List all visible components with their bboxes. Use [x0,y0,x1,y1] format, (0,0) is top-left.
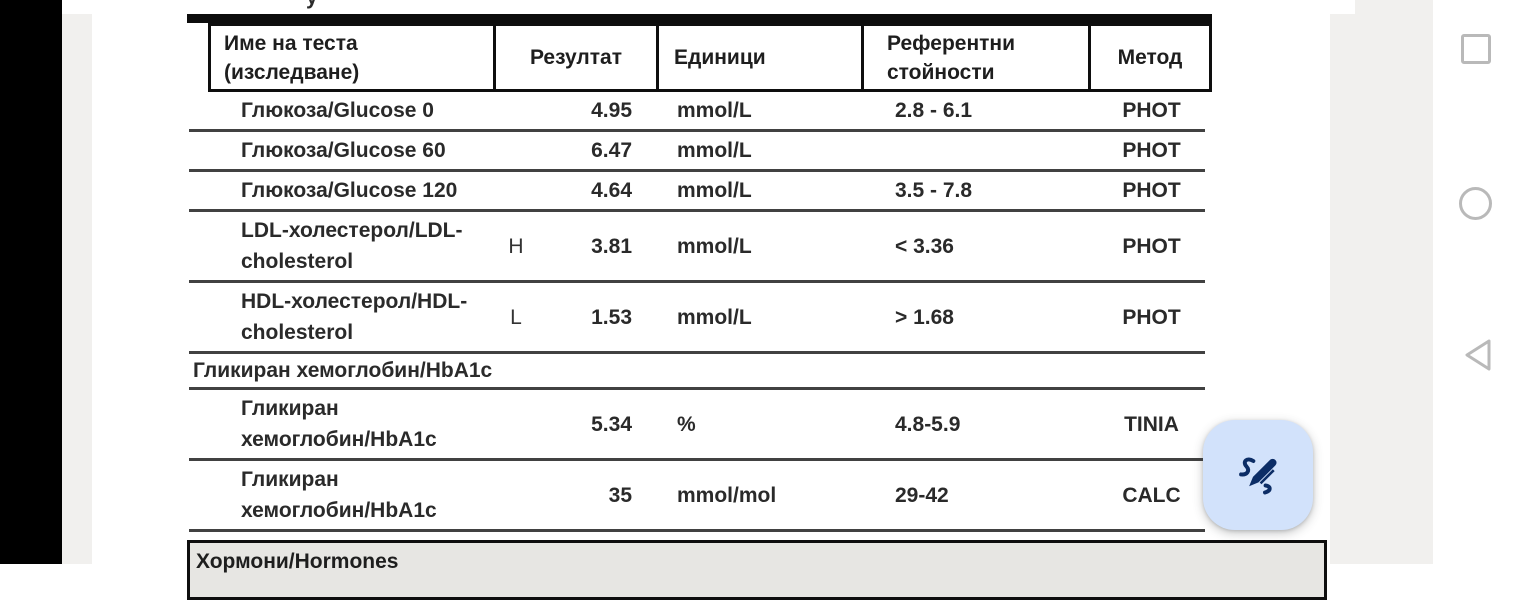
cell-result-value: 6.47 [591,139,632,162]
cell-method: CALC [1122,483,1181,507]
cell-result-flag: L [510,305,522,329]
table-row: Глюкоза/Glucose 0 4.95 mmol/L 2.8 - 6.1 … [189,92,1205,132]
top-toolbar-sliver: у [62,0,1355,14]
cell-units: % [677,412,696,436]
cell-test-name: Гликиран хемоглобин/HbA1c [241,397,437,451]
android-nav-bar [1433,0,1520,564]
next-section-box: Хормони/Hormones [187,540,1327,600]
cell-test-name: Глюкоза/Glucose 60 [241,139,446,162]
cell-result-value: 35 [608,483,632,507]
cell-reference-range: 3.5 - 7.8 [895,179,973,202]
cell-units: mmol/L [677,139,752,162]
clipped-section-text: у [306,0,318,10]
table-row: Глюкоза/Glucose 60 6.47 mmol/L PHOT [189,132,1205,172]
table-row: HDL-холестерол/HDL-cholesterol L 1.53 mm… [189,283,1205,354]
column-header-result: Резултат [493,26,656,89]
cell-result-value: 5.34 [591,412,632,436]
cell-method: PHOT [1122,179,1181,202]
cell-units: mmol/L [677,179,752,202]
cell-method: PHOT [1122,139,1181,162]
cell-reference-range: 29-42 [895,483,949,507]
recents-square-icon[interactable] [1461,34,1491,64]
cell-test-name: LDL-холестерол/LDL-cholesterol [241,219,463,273]
clipped-section-bottom-border [187,13,1212,23]
lab-table-body: Глюкоза/Glucose 0 4.95 mmol/L 2.8 - 6.1 … [189,92,1205,532]
home-circle-icon[interactable] [1459,187,1492,220]
cell-result-value: 4.95 [591,99,632,122]
column-header-reference-values: Референтни стойности [861,26,1088,89]
table-row: LDL-холестерол/LDL-cholesterol H 3.81 mm… [189,212,1205,283]
cell-result-value: 4.64 [591,179,632,202]
cell-units: mmol/L [677,99,752,122]
next-section-title: Хормони/Hormones [196,550,399,573]
back-triangle-icon[interactable] [1460,336,1494,374]
cell-test-name: Глюкоза/Glucose 120 [241,179,458,202]
cell-method: PHOT [1122,305,1181,329]
cell-method: PHOT [1122,234,1181,258]
table-section-row: Гликиран хемоглобин/HbA1c [189,354,1205,390]
cell-test-name: Глюкоза/Glucose 0 [241,99,434,122]
cell-method: TINIA [1124,412,1179,436]
cell-test-name: HDL-холестерол/HDL-cholesterol [241,290,468,344]
annotate-fab-button[interactable] [1203,420,1313,530]
table-row: Гликиран хемоглобин/HbA1c 35 mmol/mol 29… [189,461,1205,532]
cell-reference-range: > 1.68 [895,305,954,329]
cell-reference-range: 4.8-5.9 [895,412,961,436]
column-header-units: Единици [656,26,861,89]
screen-letterbox-strip [0,0,62,564]
cell-units: mmol/L [677,305,752,329]
cell-result-value: 3.81 [591,234,632,258]
section-row-title: Гликиран хемоглобин/HbA1c [193,359,493,382]
cell-result-value: 1.53 [591,305,632,329]
cell-units: mmol/L [677,234,752,258]
cell-reference-range: 2.8 - 6.1 [895,99,973,122]
lab-table-header-row: Име на теста (изследване) Резултат Едини… [208,23,1212,92]
stylus-note-icon [1239,457,1277,495]
column-header-method: Метод [1088,26,1209,89]
cell-reference-range: < 3.36 [895,234,954,258]
cell-test-name: Гликиран хемоглобин/HbA1c [241,468,437,522]
cell-result-flag: H [508,234,524,258]
cell-method: PHOT [1122,99,1181,122]
column-header-test-name: Име на теста (изследване) [224,31,360,84]
cell-units: mmol/mol [677,483,777,507]
table-row: Глюкоза/Glucose 120 4.64 mmol/L 3.5 - 7.… [189,172,1205,212]
table-row: Гликиран хемоглобин/HbA1c 5.34 % 4.8-5.9… [189,390,1205,461]
